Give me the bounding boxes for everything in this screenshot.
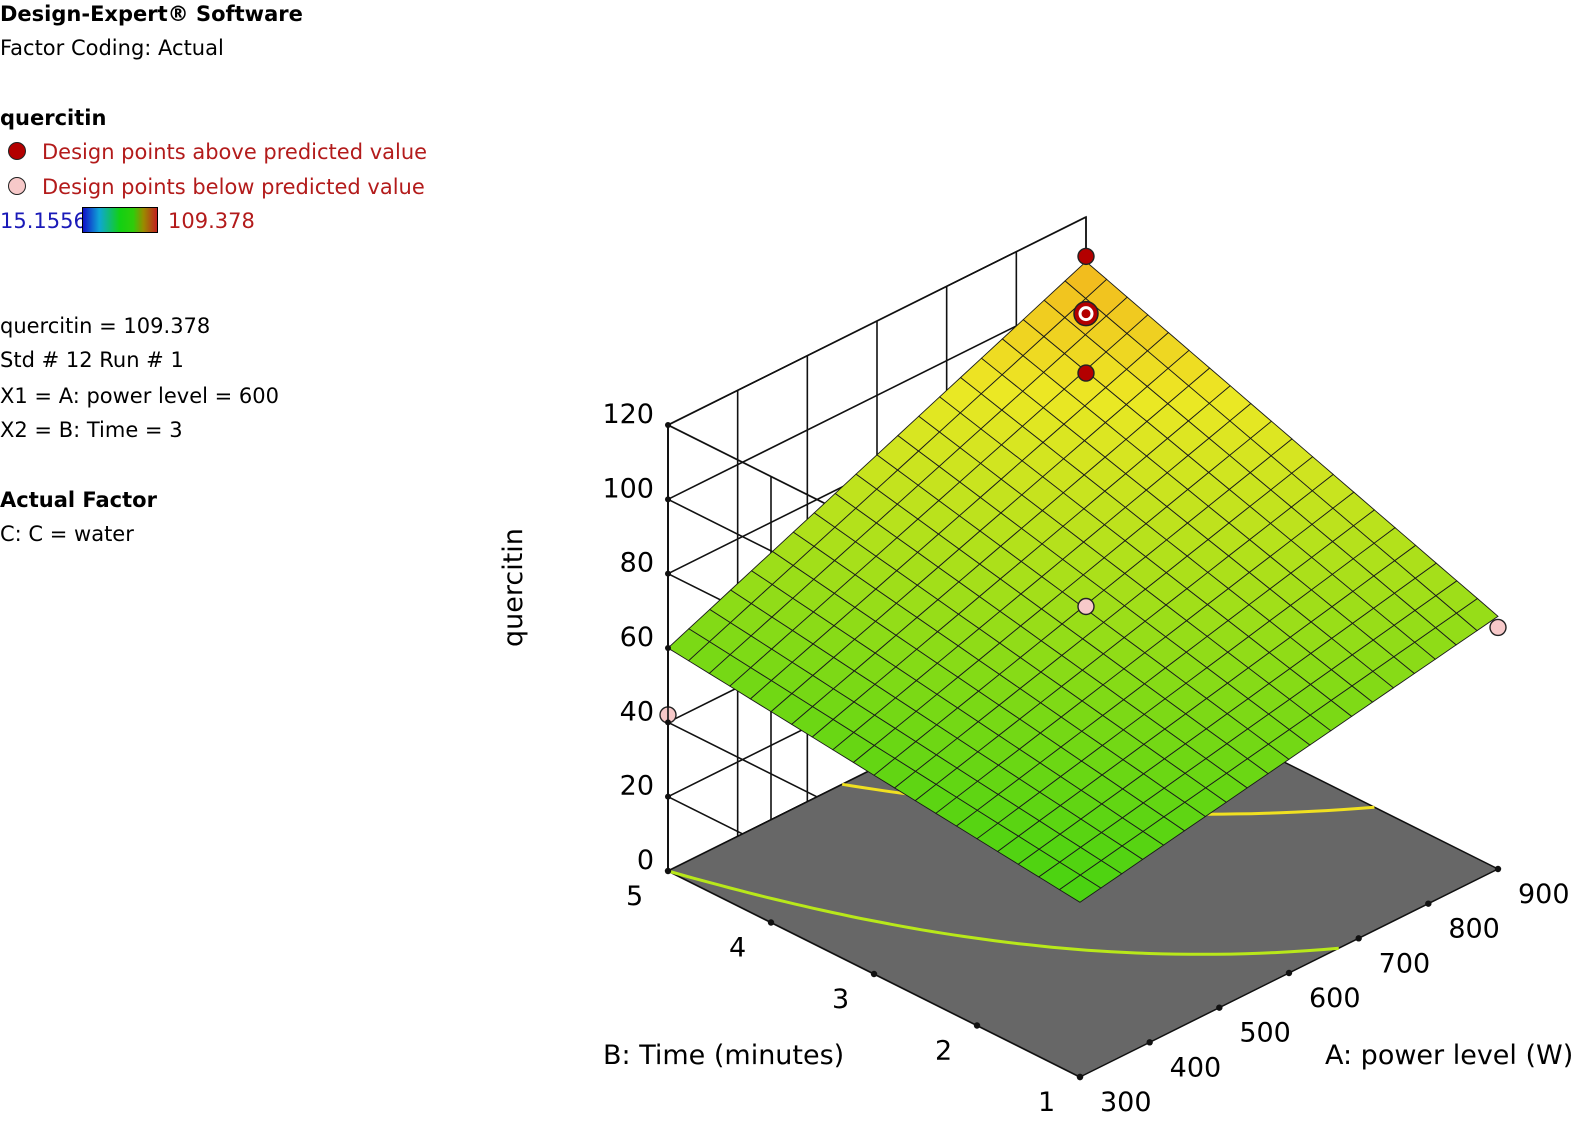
z-tick-label: 80 [620, 548, 654, 579]
axis-labels: 0 20 40 60 80 100 120 300 400 500 600 700 800 900 1 2 3 4… [498, 399, 1573, 1118]
design-point-below [1077, 597, 1095, 616]
design-point-below [1489, 618, 1507, 637]
point-x2: X2 = B: Time = 3 [0, 418, 183, 442]
actual-factor-title: Actual Factor [0, 488, 157, 512]
point-x1: X1 = A: power level = 600 [0, 384, 279, 408]
actual-factor-value: C: C = water [0, 522, 134, 546]
z-tick-mark [665, 793, 671, 800]
point-std-run: Std # 12 Run # 1 [0, 348, 184, 372]
z-tick-label: 20 [620, 771, 654, 802]
legend-above-label: Design points above predicted value [42, 140, 428, 164]
y-tick-label: 1 [1038, 1087, 1055, 1118]
color-range-min: 15.1556 [0, 209, 87, 233]
z-tick-label: 40 [620, 696, 654, 727]
x-tick-mark [1146, 1039, 1153, 1046]
legend-below-label: Design points below predicted value [42, 175, 425, 199]
y-axis-title: B: Time (minutes) [603, 1040, 844, 1071]
z-tick-mark [665, 422, 671, 428]
z-tick-label: 0 [637, 845, 654, 876]
design-points [659, 247, 1507, 724]
x-tick-label: 400 [1170, 1052, 1222, 1083]
x-tick-label: 900 [1518, 879, 1570, 910]
y-tick-label: 2 [935, 1036, 952, 1067]
x-tick-mark [1425, 900, 1432, 907]
x-tick-mark [1355, 935, 1362, 942]
wall-a-gridline [667, 216, 1087, 426]
axes [664, 422, 1502, 1081]
x-tick-mark [1216, 1004, 1223, 1011]
below-point-icon [8, 177, 26, 195]
selected-point-center [1081, 309, 1091, 319]
factor-coding: Factor Coding: Actual [0, 36, 224, 60]
color-scale-bar [82, 207, 158, 233]
color-range-max: 109.378 [168, 209, 255, 233]
response-surface [667, 260, 1499, 903]
y-tick-label: 4 [729, 933, 746, 964]
software-title: Design-Expert® Software [0, 2, 303, 26]
z-tick-mark [665, 645, 671, 651]
y-tick-mark [870, 970, 878, 978]
y-tick-mark [1076, 1073, 1084, 1081]
x-tick-label: 500 [1239, 1018, 1291, 1049]
x-tick-label: 800 [1448, 914, 1500, 945]
design-point-above [1077, 364, 1095, 382]
z-tick-label: 120 [602, 399, 654, 430]
z-tick-mark [665, 719, 671, 726]
x-tick-label: 600 [1309, 983, 1361, 1014]
design-point-above [1077, 247, 1095, 266]
x-tick-label: 300 [1100, 1087, 1152, 1118]
contour-line [667, 869, 1339, 956]
z-tick-mark [665, 570, 671, 577]
z-tick-label: 60 [620, 622, 654, 653]
y-tick-mark [664, 867, 672, 875]
x-tick-mark [1285, 969, 1293, 977]
z-axis-title: quercitin [498, 528, 529, 647]
x-axis-title: A: power level (W) [1325, 1040, 1573, 1071]
y-tick-label: 3 [832, 984, 849, 1015]
response-title: quercitin [0, 106, 107, 130]
y-tick-mark [973, 1022, 981, 1029]
point-value: quercitin = 109.378 [0, 314, 211, 338]
y-tick-mark [767, 919, 775, 926]
above-point-icon [8, 142, 26, 160]
z-tick-mark [665, 496, 671, 503]
y-tick-label: 5 [626, 881, 643, 912]
x-tick-mark [1494, 865, 1502, 873]
x-tick-label: 700 [1379, 948, 1431, 979]
z-tick-label: 100 [602, 473, 654, 504]
